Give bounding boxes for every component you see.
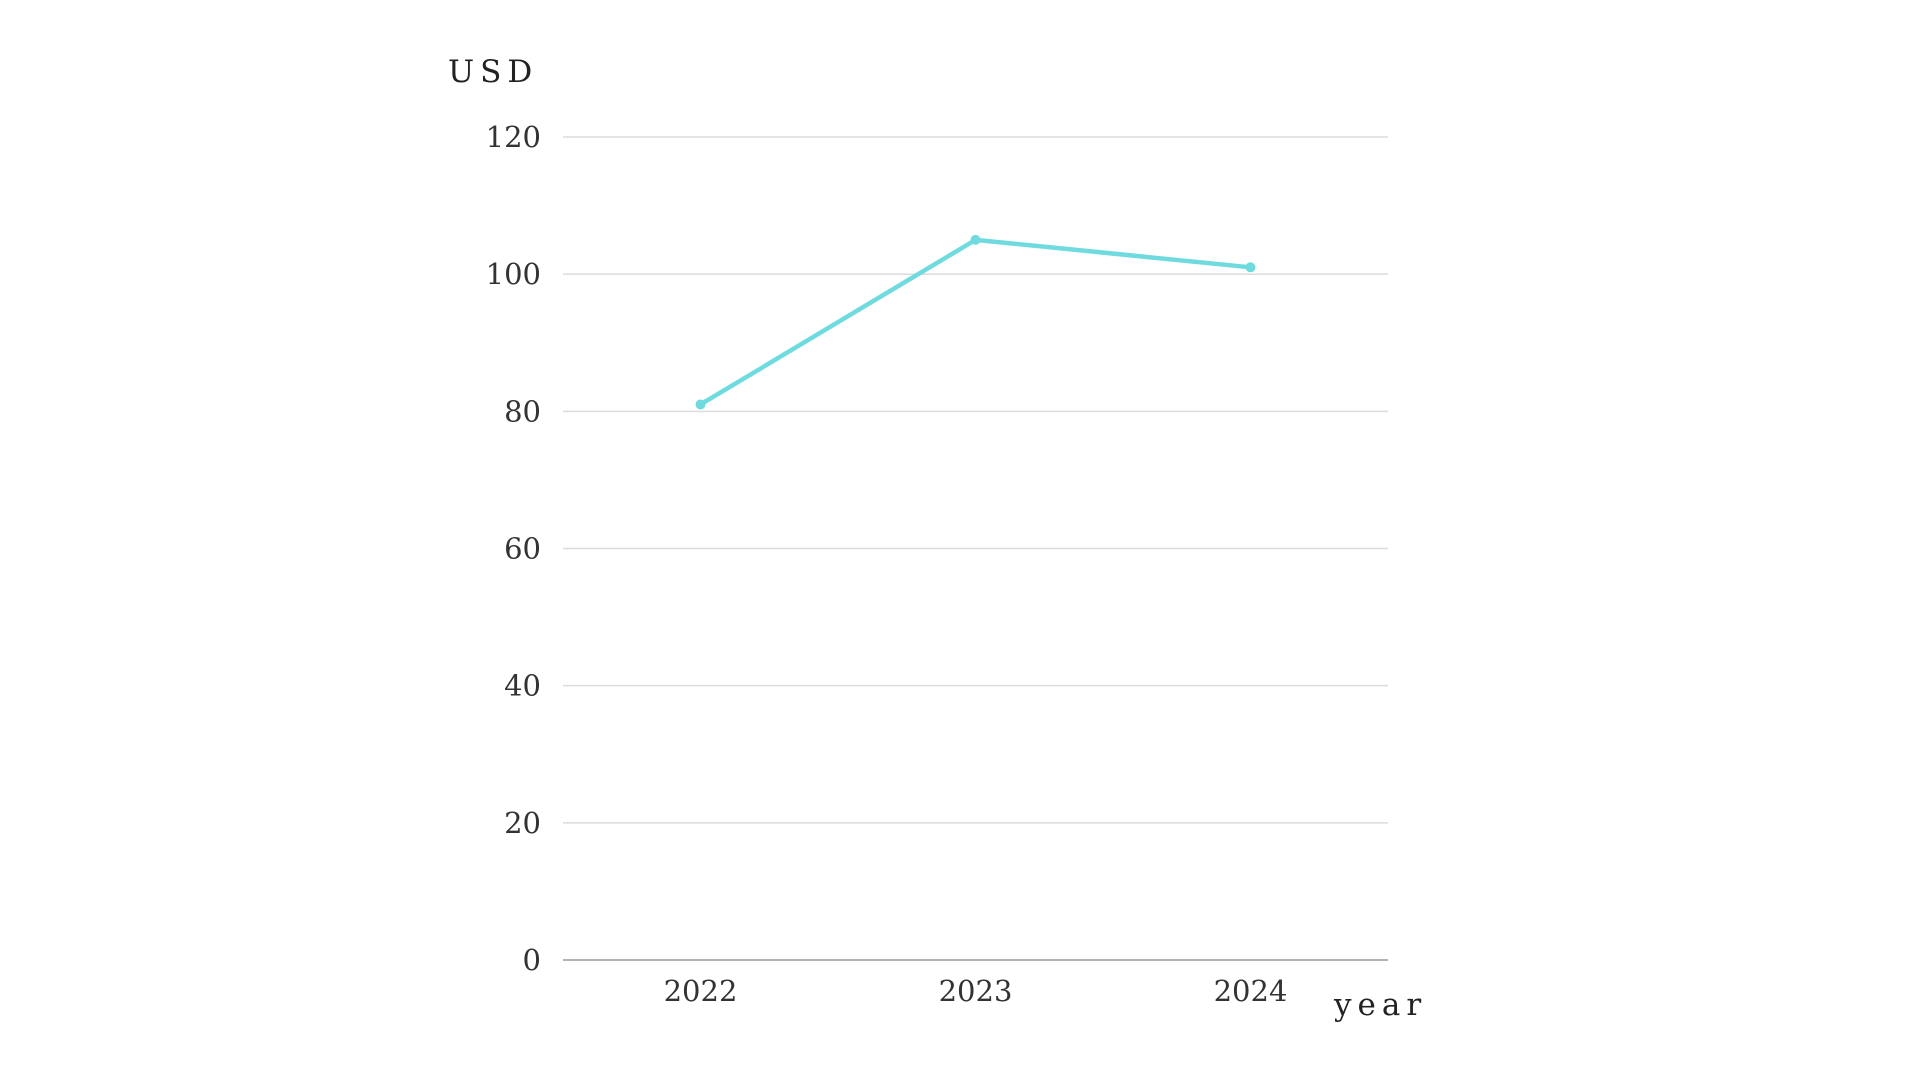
y-tick-label: 0 [523, 943, 541, 977]
series-layer [695, 234, 1256, 410]
y-tick-label: 40 [504, 669, 541, 703]
y-axis-title: USD [448, 54, 538, 90]
y-tick-label: 100 [486, 257, 541, 291]
gridlines [563, 136, 1388, 961]
y-tick-label: 60 [504, 532, 541, 566]
data-point [1245, 262, 1256, 273]
y-tick-label: 120 [486, 120, 541, 154]
y-tick-labels: 0 20 40 60 80 100 120 [486, 120, 541, 977]
data-point [970, 234, 981, 245]
x-tick-label: 2022 [664, 974, 738, 1008]
x-tick-labels: 2022 2023 2024 [664, 974, 1288, 1008]
series-line [698, 237, 1253, 407]
y-tick-label: 20 [504, 806, 541, 840]
x-axis-title: year [1333, 987, 1427, 1023]
data-point [695, 399, 706, 410]
x-tick-label: 2023 [939, 974, 1013, 1008]
x-tick-label: 2024 [1214, 974, 1288, 1008]
y-tick-label: 80 [504, 394, 541, 428]
